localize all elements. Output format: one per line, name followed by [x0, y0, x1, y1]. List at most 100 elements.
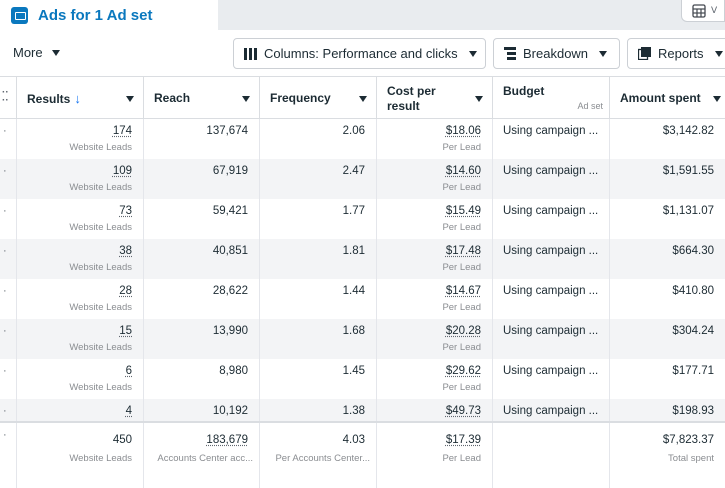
breakdown-button[interactable]: Breakdown: [493, 38, 620, 69]
amount-column-caret-icon[interactable]: [713, 96, 721, 102]
amount-spent-cell: $1,591.55: [610, 159, 725, 199]
budget-value[interactable]: Using campaign ...: [503, 245, 598, 257]
amount-spent-value: $304.24: [672, 325, 714, 337]
tab-ads-for-ad-set[interactable]: Ads for 1 Ad set: [0, 0, 218, 30]
amount-spent-value: $177.71: [672, 365, 714, 377]
results-value[interactable]: 38: [119, 245, 132, 257]
reach-cell: 137,674: [144, 119, 260, 159]
row-lead-cell: ·: [0, 319, 17, 359]
tab-strip: Ads for 1 Ad set ᐯ: [0, 0, 725, 30]
results-value[interactable]: 28: [119, 285, 132, 297]
more-button[interactable]: More: [13, 45, 60, 60]
results-value[interactable]: 15: [119, 325, 132, 337]
table-view-button[interactable]: ᐯ: [681, 0, 725, 22]
cost-cell: $17.48 Per Lead: [377, 239, 493, 279]
header-amount-label: Amount spent: [620, 91, 701, 105]
reach-cell: 28,622: [144, 279, 260, 319]
row-lead-dots: ·: [3, 205, 7, 217]
budget-value[interactable]: Using campaign ...: [503, 405, 598, 417]
cost-value[interactable]: $29.62: [446, 365, 481, 377]
cost-value[interactable]: $20.28: [446, 325, 481, 337]
results-value[interactable]: 109: [113, 165, 132, 177]
sort-descending-icon[interactable]: ↓: [74, 91, 81, 106]
reach-cell: 40,851: [144, 239, 260, 279]
table-icon: [692, 4, 706, 18]
amount-spent-value: $410.80: [672, 285, 714, 297]
budget-cell: Using campaign ...: [493, 119, 610, 159]
breakdown-caret-icon: [599, 51, 607, 57]
header-results[interactable]: Results ↓: [17, 77, 144, 119]
cost-value[interactable]: $14.60: [446, 165, 481, 177]
frequency-value: 1.38: [343, 405, 365, 417]
breakdown-label: Breakdown: [523, 46, 588, 61]
results-value[interactable]: 174: [113, 125, 132, 137]
frequency-cell: 1.68: [260, 319, 377, 359]
header-amount-spent[interactable]: Amount spent: [610, 77, 725, 119]
header-reach-label: Reach: [154, 91, 190, 105]
row-lead-cell: ·: [0, 239, 17, 279]
budget-value[interactable]: Using campaign ...: [503, 165, 598, 177]
totals-cost[interactable]: $17.39: [446, 434, 481, 446]
cost-value[interactable]: $49.73: [446, 405, 481, 417]
toolbar: More Columns: Performance and clicks Bre…: [0, 30, 725, 76]
amount-spent-value: $3,142.82: [663, 125, 714, 137]
budget-value[interactable]: Using campaign ...: [503, 125, 598, 137]
results-value[interactable]: 6: [126, 365, 132, 377]
totals-reach-sub: Accounts Center acc...: [157, 453, 253, 464]
cost-value[interactable]: $18.06: [446, 125, 481, 137]
frequency-cell: 1.45: [260, 359, 377, 399]
cost-sub: Per Lead: [442, 222, 481, 233]
cost-sub: Per Lead: [442, 182, 481, 193]
cost-value[interactable]: $17.48: [446, 245, 481, 257]
totals-lead-dots: ·: [3, 429, 7, 441]
reach-cell: 59,421: [144, 199, 260, 239]
reports-button[interactable]: Reports: [627, 38, 725, 69]
cost-cell: $20.28 Per Lead: [377, 319, 493, 359]
results-column-caret-icon[interactable]: [126, 96, 134, 102]
results-cell: 6 Website Leads: [17, 359, 144, 399]
reach-value: 40,851: [213, 245, 248, 257]
totals-results-sub: Website Leads: [69, 453, 132, 464]
table-row[interactable]: · 15 Website Leads 13,990 1.68 $20.28 Per Lead…: [0, 319, 725, 359]
results-value[interactable]: 4: [126, 405, 132, 417]
budget-value[interactable]: Using campaign ...: [503, 365, 598, 377]
budget-value[interactable]: Using campaign ...: [503, 325, 598, 337]
cost-sub: Per Lead: [442, 142, 481, 153]
table-row[interactable]: · 174 Website Leads 137,674 2.06 $18.06 Per Le…: [0, 119, 725, 159]
more-caret-icon: [52, 50, 60, 56]
amount-spent-cell: $304.24: [610, 319, 725, 359]
header-cost-per-result[interactable]: Cost per result: [377, 77, 493, 119]
frequency-value: 2.47: [343, 165, 365, 177]
results-cell: 28 Website Leads: [17, 279, 144, 319]
header-budget-label: Budget: [503, 84, 583, 99]
table-row[interactable]: · 28 Website Leads 28,622 1.44 $14.67 Per Lead…: [0, 279, 725, 319]
amount-spent-value: $1,131.07: [663, 205, 714, 217]
budget-value[interactable]: Using campaign ...: [503, 205, 598, 217]
frequency-column-caret-icon[interactable]: [359, 96, 367, 102]
row-lead-dots: ·: [3, 125, 7, 137]
totals-lead-cell: ·: [0, 423, 17, 488]
cost-value[interactable]: $15.49: [446, 205, 481, 217]
header-reach[interactable]: Reach: [144, 77, 260, 119]
table-row[interactable]: · 109 Website Leads 67,919 2.47 $14.60 Per Lea…: [0, 159, 725, 199]
reach-column-caret-icon[interactable]: [242, 96, 250, 102]
table-row[interactable]: · 73 Website Leads 59,421 1.77 $15.49 Per Lead…: [0, 199, 725, 239]
table-row[interactable]: · 6 Website Leads 8,980 1.45 $29.62 Per Lead Us…: [0, 359, 725, 399]
table-row[interactable]: · 38 Website Leads 40,851 1.81 $17.48 Per Lead…: [0, 239, 725, 279]
header-frequency[interactable]: Frequency: [260, 77, 377, 119]
header-budget[interactable]: Budget Ad set: [493, 77, 610, 119]
columns-button[interactable]: Columns: Performance and clicks: [233, 38, 486, 69]
totals-frequency: 4.03: [343, 434, 365, 446]
results-value[interactable]: 73: [119, 205, 132, 217]
budget-cell: Using campaign ...: [493, 359, 610, 399]
amount-spent-cell: $177.71: [610, 359, 725, 399]
reports-label: Reports: [658, 46, 704, 61]
header-row-options[interactable]: ·· ··: [0, 77, 17, 119]
budget-value[interactable]: Using campaign ...: [503, 285, 598, 297]
totals-reach[interactable]: 183,679: [206, 434, 248, 446]
totals-budget-cell: [493, 423, 610, 488]
frequency-cell: 2.47: [260, 159, 377, 199]
cost-column-caret-icon[interactable]: [475, 96, 483, 102]
cost-value[interactable]: $14.67: [446, 285, 481, 297]
reports-icon: [638, 47, 651, 60]
